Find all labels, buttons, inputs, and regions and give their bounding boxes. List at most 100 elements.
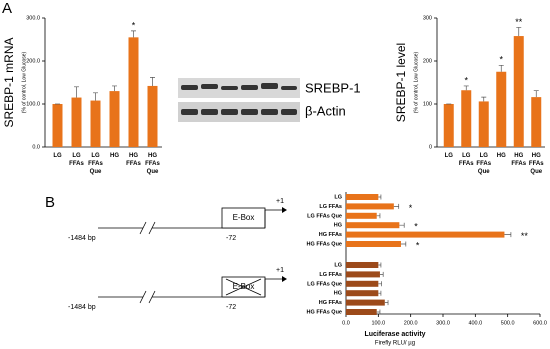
- y-tick-label: HG FFAs Que: [307, 241, 342, 247]
- bar: [147, 85, 158, 147]
- y-tick-label: LG FFAs: [319, 204, 342, 210]
- break-mark: [139, 221, 147, 235]
- y-axis-sublabel: (% of control, Low Glucose): [21, 51, 27, 113]
- y-axis-sublabel: (% of control, Low Glucose): [413, 51, 419, 113]
- y-tick-label: HG: [334, 291, 342, 297]
- x-tick-label: 300.0: [436, 320, 450, 326]
- x-tick-label: 200.0: [404, 320, 418, 326]
- y-tick-label: 200.0: [26, 58, 40, 64]
- break-mark: [139, 290, 147, 304]
- significance: *: [499, 55, 503, 65]
- error-bar: [504, 232, 512, 238]
- position-label: -72: [226, 235, 236, 242]
- error-bar: [516, 27, 522, 37]
- x-tick-label: LG FFAs: [459, 153, 474, 167]
- y-tick-label: 300: [423, 15, 432, 21]
- construct-start: -1484 bp: [68, 304, 96, 311]
- tss-arrow: [264, 278, 282, 297]
- x-tick-label: HG FFAs: [511, 153, 526, 167]
- y-axis-label: SREBP-1 level: [394, 43, 408, 122]
- bar: [443, 104, 454, 147]
- bar: [346, 271, 380, 278]
- y-tick-label: HG: [334, 223, 342, 229]
- error-bar: [131, 30, 136, 38]
- error-bar: [376, 213, 381, 219]
- x-tick-label: LG FFAs: [69, 153, 84, 167]
- x-tick-label: HG FFAs: [126, 153, 141, 167]
- x-tick-label: 100.0: [371, 320, 385, 326]
- x-axis-label: Luciferase activity: [364, 331, 425, 338]
- x-tick-label: 400.0: [468, 320, 482, 326]
- y-tick-label: LG FFAs: [319, 272, 342, 278]
- x-tick-label: LG FFAs Que: [476, 153, 491, 175]
- x-tick-label: LG FFAs Que: [88, 153, 103, 175]
- bar: [346, 241, 401, 247]
- error-bar: [93, 92, 98, 101]
- break-mark: [148, 290, 156, 304]
- x-axis-sublabel: Firefly RLU/ µg: [375, 341, 415, 347]
- arrow-head: [282, 276, 287, 282]
- y-tick-label: LG: [334, 194, 342, 200]
- y-tick-label: HG FFAs Que: [307, 309, 342, 315]
- error-bar: [393, 203, 400, 209]
- bar: [346, 222, 400, 229]
- error-bar: [378, 281, 382, 287]
- x-tick-label: HG: [497, 153, 506, 159]
- significance: **: [515, 17, 523, 27]
- bar: [496, 71, 507, 147]
- error-bar: [384, 300, 389, 306]
- bar: [346, 299, 385, 306]
- bar: [531, 97, 542, 147]
- panel-label: A: [2, 0, 12, 17]
- bar: [71, 97, 82, 147]
- y-tick-label: LG: [334, 262, 342, 268]
- bar: [346, 309, 377, 315]
- bar: [478, 101, 489, 147]
- y-tick-label: 200: [423, 58, 432, 64]
- position-label: -72: [226, 304, 236, 311]
- error-bar: [74, 86, 79, 98]
- significance: *: [414, 222, 418, 232]
- blot: SREBP-1 β-Actin: [178, 78, 361, 122]
- x-tick-label: LG: [445, 153, 454, 159]
- tss-arrow: [264, 209, 282, 228]
- error-bar: [400, 241, 407, 247]
- x-tick-label: HG FFAs Que: [145, 153, 160, 175]
- bar: [346, 194, 379, 200]
- bar: [346, 280, 379, 287]
- bar: [346, 203, 394, 210]
- significance: *: [416, 240, 420, 250]
- blot-label: β-Actin: [305, 103, 346, 118]
- x-tick-label: 500.0: [501, 320, 515, 326]
- bar: [109, 91, 120, 147]
- cross: [225, 278, 262, 296]
- error-bar: [378, 262, 382, 268]
- y-tick-label: HG FFAs: [319, 300, 342, 306]
- bar: [346, 212, 377, 219]
- y-axis-label: SREBP-1 mRNA: [2, 37, 16, 127]
- bar: [346, 231, 505, 238]
- significance: *: [132, 20, 136, 30]
- x-tick-label: LG: [53, 153, 62, 159]
- y-tick-label: 300.0: [26, 15, 40, 21]
- y-tick-label: 100: [423, 101, 432, 107]
- panel-label: B: [45, 194, 55, 211]
- bar: [52, 104, 63, 147]
- bar: [90, 100, 101, 147]
- e-box-label: E-Box: [233, 213, 255, 222]
- x-tick-label: HG: [110, 153, 119, 159]
- y-tick-label: 0: [429, 144, 432, 150]
- arrow-head: [282, 207, 287, 213]
- significance: *: [464, 75, 468, 85]
- significance: *: [409, 203, 413, 213]
- bar: [346, 262, 379, 268]
- y-tick-label: 100.0: [26, 101, 40, 107]
- bar: [346, 290, 379, 297]
- bar: [128, 37, 139, 147]
- error-bar: [399, 222, 405, 228]
- y-tick-label: 0.0: [32, 144, 40, 150]
- x-tick-label: HG FFAs Que: [529, 153, 544, 175]
- error-bar: [533, 90, 539, 98]
- tss-label: +1: [276, 267, 284, 274]
